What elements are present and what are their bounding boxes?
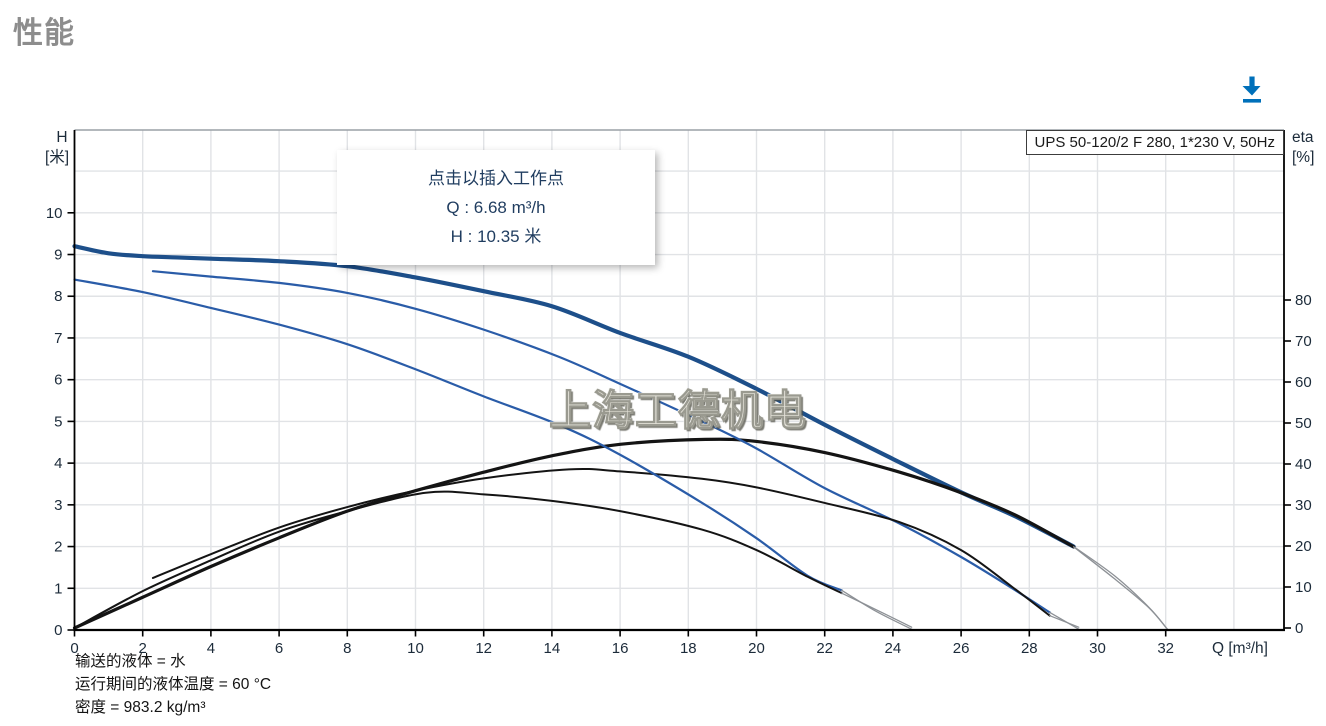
annotation-density: 密度 = 983.2 kg/m³ <box>75 699 206 716</box>
y-right-tick-label: 30 <box>1295 497 1312 514</box>
head-curve-speed1-extension <box>841 589 913 630</box>
y-left-tick-label: 0 <box>54 622 62 639</box>
curves <box>72 244 1169 630</box>
head-curve-speed1[interactable] <box>73 278 843 592</box>
y-right-tick-label: 70 <box>1295 333 1312 350</box>
x-tick-label: 20 <box>748 640 765 657</box>
y-left-tick-label: 3 <box>54 497 62 514</box>
chart-annotations: 输送的液体 = 水 运行期间的液体温度 = 60 °C 密度 = 983.2 k… <box>75 650 271 719</box>
eta-curve-speed3-extension <box>1072 546 1167 628</box>
eta-curve-speed2[interactable] <box>151 467 1051 617</box>
pump-model-label: UPS 50-120/2 F 280, 1*230 V, 50Hz <box>1025 130 1284 155</box>
tooltip-hint: 点击以插入工作点 <box>428 169 564 188</box>
tooltip-q-value: Q : 6.68 m³/h <box>446 198 546 217</box>
download-button[interactable] <box>1237 74 1267 108</box>
y-right-tick-label: 50 <box>1295 415 1312 432</box>
y-left-tick-label: 7 <box>54 330 62 347</box>
head-curve-speed3[interactable] <box>72 244 1076 549</box>
y-left-tick-label: 1 <box>54 580 62 597</box>
y-left-tick-label: 5 <box>54 413 62 430</box>
y-right-tick-label: 10 <box>1295 579 1312 596</box>
x-tick-label: 22 <box>816 640 833 657</box>
x-tick-label: 6 <box>275 640 283 657</box>
download-icon <box>1242 76 1261 103</box>
page-title: 性能 <box>13 17 75 50</box>
x-tick-label: 28 <box>1021 640 1038 657</box>
x-tick-label: 4 <box>207 640 215 657</box>
x-tick-label: 14 <box>544 640 561 657</box>
head-curve-speed2[interactable] <box>151 270 1051 614</box>
x-axis-title: Q [m³/h] <box>1212 640 1268 657</box>
y-left-tick-label: 2 <box>54 539 62 556</box>
eta-curve-speed3[interactable] <box>72 437 1076 630</box>
x-tick-label: 2 <box>139 640 147 657</box>
y-left-axis-unit: [米] <box>45 148 69 166</box>
x-tick-label: 10 <box>407 640 424 657</box>
axis-titles: H [米] eta [%] Q [m³/h] <box>45 129 1314 657</box>
y-left-axis-title: H <box>56 129 67 146</box>
x-tick-label: 30 <box>1089 640 1106 657</box>
duty-point-tooltip: 点击以插入工作点 Q : 6.68 m³/h H : 10.35 米 <box>337 150 655 265</box>
tooltip-h-value: H : 10.35 米 <box>450 227 542 246</box>
axis-ticks: 0 2 4 6 8 10 12 14 16 18 20 22 24 26 28 30 3201234567891… <box>46 205 1312 657</box>
y-left-tick-label: 8 <box>54 288 62 305</box>
eta-curve-speed1[interactable] <box>73 490 843 629</box>
x-tick-label: 18 <box>680 640 697 657</box>
y-right-tick-label: 80 <box>1295 292 1312 309</box>
x-tick-label: 8 <box>343 640 351 657</box>
y-right-axis-unit: [%] <box>1292 149 1314 166</box>
y-right-tick-label: 40 <box>1295 456 1312 473</box>
x-tick-label: 32 <box>1157 640 1174 657</box>
eta-curve-speed2-extension <box>1049 615 1080 628</box>
y-left-tick-label: 10 <box>46 205 63 222</box>
x-tick-label: 24 <box>885 640 902 657</box>
y-left-tick-label: 6 <box>54 372 62 389</box>
y-left-tick-label: 9 <box>54 247 62 264</box>
x-tick-label: 16 <box>612 640 629 657</box>
y-right-axis-title: eta <box>1292 129 1314 146</box>
y-right-tick-label: 20 <box>1295 538 1312 555</box>
x-tick-label: 0 <box>70 640 78 657</box>
watermark: 上海工德机电 <box>548 387 808 435</box>
annotation-medium: 输送的液体 = 水 <box>75 653 186 670</box>
y-right-tick-label: 0 <box>1295 620 1303 637</box>
annotation-temperature: 运行期间的液体温度 = 60 °C <box>75 676 272 693</box>
y-left-tick-label: 4 <box>54 455 62 472</box>
x-tick-label: 12 <box>475 640 492 657</box>
x-tick-label: 26 <box>953 640 970 657</box>
eta-curve-speed1-extension <box>841 592 913 628</box>
y-right-tick-label: 60 <box>1295 374 1312 391</box>
